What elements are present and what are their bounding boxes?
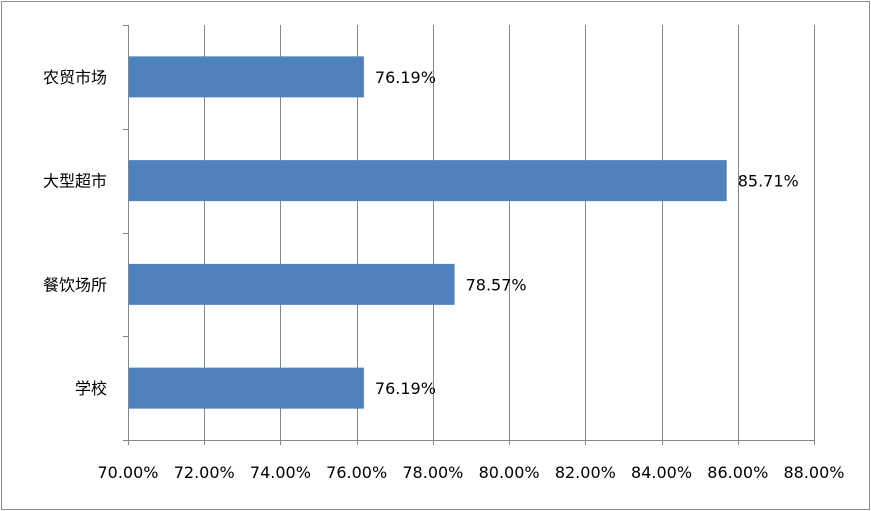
bar xyxy=(129,56,364,98)
x-tick-label: 86.00% xyxy=(707,463,768,482)
x-tick-label: 72.00% xyxy=(174,463,235,482)
data-label: 76.19% xyxy=(375,68,436,87)
category-label: 大型超市 xyxy=(43,172,107,191)
data-label: 85.71% xyxy=(738,172,799,191)
x-tick-label: 80.00% xyxy=(479,463,540,482)
x-tick-label: 70.00% xyxy=(97,463,158,482)
x-tick-label: 74.00% xyxy=(250,463,311,482)
x-tick-label: 88.00% xyxy=(783,463,844,482)
axes xyxy=(123,25,815,445)
category-label: 农贸市场 xyxy=(43,68,107,87)
bar xyxy=(129,263,455,305)
bar xyxy=(129,367,364,409)
data-label: 78.57% xyxy=(466,275,527,294)
data-label: 76.19% xyxy=(375,379,436,398)
x-tick-label: 84.00% xyxy=(631,463,692,482)
category-label: 餐饮场所 xyxy=(43,275,107,294)
category-label: 学校 xyxy=(75,379,107,398)
x-tick-label: 82.00% xyxy=(555,463,616,482)
x-tick-label: 78.00% xyxy=(402,463,463,482)
x-tick-label: 76.00% xyxy=(326,463,387,482)
bars xyxy=(129,56,727,409)
bar xyxy=(129,160,727,202)
labels: 70.00% 72.00% 74.00% 76.00% 78.00% 80.00% 82.0… xyxy=(43,68,845,482)
